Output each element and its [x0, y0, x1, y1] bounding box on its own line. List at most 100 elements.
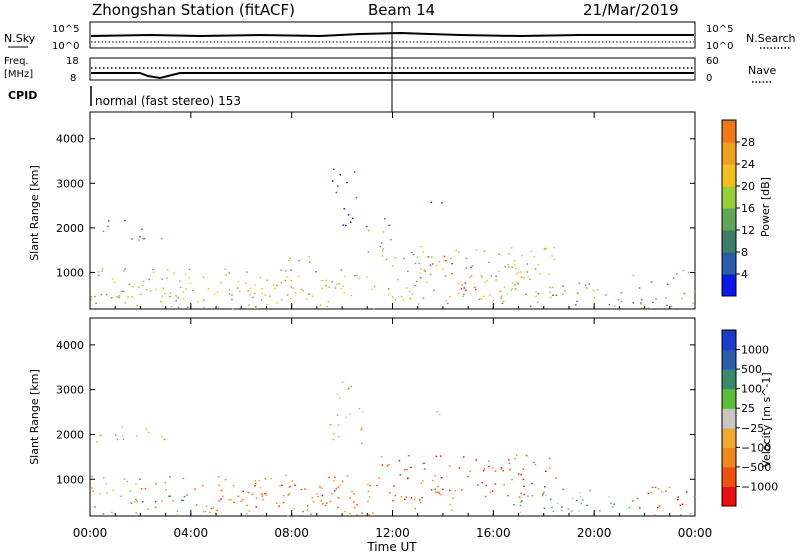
data-cell: [455, 249, 457, 252]
data-cell: [203, 306, 205, 309]
data-cell: [188, 268, 191, 271]
data-cell: [335, 191, 338, 194]
data-cell: [484, 281, 486, 284]
data-cell: [527, 276, 529, 278]
data-cell: [510, 247, 513, 249]
data-cell: [521, 255, 523, 257]
data-cell: [483, 295, 485, 297]
freq-label: Freq.: [4, 56, 29, 67]
data-cell: [147, 431, 150, 434]
data-cell: [416, 280, 418, 283]
data-cell: [123, 270, 125, 272]
data-cell: [384, 218, 386, 220]
data-cell: [525, 455, 528, 457]
data-cell: [217, 306, 220, 308]
data-cell: [367, 251, 370, 253]
data-cell: [95, 302, 97, 304]
data-cell: [154, 501, 157, 503]
data-cell: [166, 269, 169, 271]
data-cell: [641, 298, 643, 301]
data-cell: [337, 486, 340, 488]
data-cell: [321, 487, 323, 489]
data-cell: [177, 306, 180, 309]
velocity-data-marks: [91, 381, 696, 517]
data-cell: [478, 298, 481, 300]
data-cell: [294, 484, 296, 486]
data-cell: [647, 492, 650, 495]
data-cell: [507, 494, 509, 497]
data-cell: [376, 484, 378, 487]
data-cell: [210, 507, 213, 510]
data-cell: [264, 478, 267, 480]
colorbar-segment: [722, 186, 736, 209]
data-cell: [220, 498, 222, 500]
data-cell: [304, 488, 306, 490]
data-cell: [278, 506, 280, 508]
data-cell: [350, 294, 352, 297]
data-cell: [369, 484, 371, 487]
data-cell: [508, 266, 510, 269]
data-cell: [488, 460, 490, 462]
data-cell: [444, 260, 446, 262]
data-cell: [358, 277, 361, 279]
data-cell: [471, 265, 474, 267]
data-cell: [534, 268, 537, 270]
data-cell: [425, 281, 428, 283]
colorbar-frame: [721, 329, 737, 507]
data-cell: [181, 499, 183, 501]
data-cell: [379, 245, 381, 248]
data-cell: [677, 496, 680, 498]
data-cell: [650, 281, 653, 283]
data-cell: [289, 485, 292, 488]
data-cell: [140, 293, 142, 295]
data-cell: [182, 298, 185, 300]
data-cell: [302, 290, 304, 292]
data-cell: [463, 287, 466, 289]
data-cell: [207, 287, 210, 290]
data-cell: [480, 298, 482, 300]
data-cell: [419, 277, 422, 279]
data-cell: [341, 480, 344, 482]
data-cell: [640, 302, 642, 304]
data-cell: [503, 286, 506, 288]
data-cell: [216, 291, 219, 294]
data-cell: [427, 256, 430, 258]
data-cell: [519, 501, 522, 503]
data-cell: [397, 278, 399, 281]
data-cell: [519, 504, 522, 507]
data-cell: [354, 275, 356, 277]
data-cell: [550, 296, 552, 298]
data-cell: [534, 463, 537, 466]
data-cell: [658, 505, 661, 507]
nsky-tick-bottom: 10^0: [52, 41, 79, 52]
data-cell: [282, 501, 285, 504]
data-cell: [513, 504, 515, 506]
colorbar-segment: [722, 349, 736, 370]
data-cell: [183, 496, 186, 498]
data-cell: [236, 287, 239, 289]
data-cell: [437, 491, 439, 493]
data-cell: [499, 290, 501, 293]
data-cell: [360, 427, 363, 430]
data-cell: [522, 468, 525, 470]
data-cell: [321, 287, 323, 290]
data-cell: [358, 407, 361, 410]
data-cell: [617, 299, 620, 301]
colorbar-segment: [722, 274, 736, 297]
data-cell: [288, 486, 291, 488]
data-cell: [111, 511, 113, 514]
data-cell: [599, 510, 601, 512]
data-cell: [647, 307, 650, 309]
nsearch-tick-top: 10^5: [706, 24, 733, 35]
data-cell: [247, 290, 249, 292]
data-cell: [429, 273, 432, 276]
data-cell: [465, 289, 467, 291]
data-cell: [231, 298, 233, 301]
data-cell: [228, 293, 231, 295]
x-tick-label: 00:00: [678, 526, 713, 540]
data-cell: [97, 271, 99, 273]
data-cell: [266, 279, 269, 281]
data-cell: [638, 287, 641, 289]
data-cell: [564, 290, 566, 292]
data-cell: [561, 506, 563, 508]
